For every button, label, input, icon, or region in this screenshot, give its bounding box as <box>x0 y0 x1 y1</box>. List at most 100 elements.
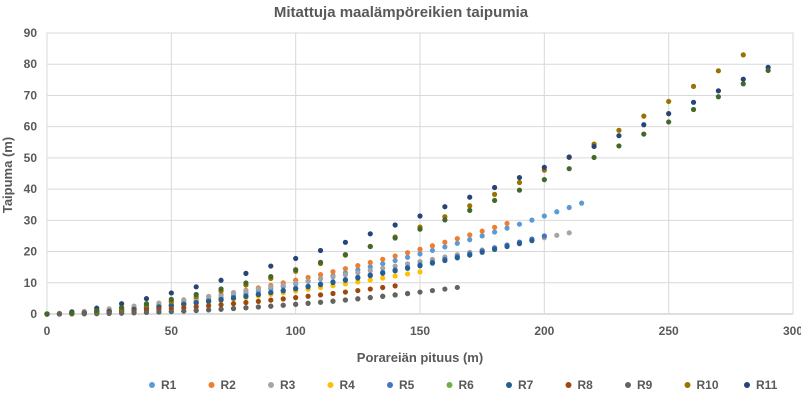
legend-marker <box>149 382 155 388</box>
data-point <box>206 307 212 313</box>
x-tick-label: 250 <box>659 324 679 338</box>
data-point <box>541 177 547 183</box>
data-point <box>330 279 336 286</box>
y-axis-label: Taipuma (m) <box>0 137 15 213</box>
data-point <box>566 230 572 236</box>
data-point <box>342 239 348 245</box>
axes: 0 10 20 30 40 50 60 70 80 90 0 50 100 150 200 250 300 <box>24 26 801 338</box>
data-point <box>131 310 137 316</box>
data-point <box>454 255 460 261</box>
data-point <box>392 273 398 279</box>
data-point <box>380 275 386 281</box>
data-point <box>392 253 398 259</box>
data-point <box>243 299 249 306</box>
x-tick-label: 0 <box>44 324 51 338</box>
data-point <box>367 231 373 237</box>
data-point <box>317 247 324 254</box>
data-point <box>516 179 523 186</box>
data-point <box>467 203 473 209</box>
data-point <box>94 308 100 314</box>
y-tick-label: 70 <box>24 88 38 102</box>
data-point <box>666 111 672 117</box>
data-point <box>367 286 373 292</box>
data-point <box>367 273 373 279</box>
data-point <box>666 98 672 105</box>
series-R1 <box>44 200 585 317</box>
data-point <box>740 52 746 58</box>
data-point <box>566 204 572 211</box>
legend-item-R4: R4 <box>327 378 355 392</box>
data-point <box>230 295 237 301</box>
data-point <box>168 296 174 302</box>
data-point <box>143 301 150 307</box>
data-point <box>467 237 473 243</box>
data-point <box>740 81 746 87</box>
data-point <box>380 261 386 267</box>
legend-label: R10 <box>697 378 719 392</box>
data-point <box>206 303 212 309</box>
x-tick-label: 200 <box>534 324 554 338</box>
series-R12 <box>44 67 771 317</box>
legend-marker <box>625 382 631 388</box>
data-point <box>529 238 535 244</box>
x-tick-label: 150 <box>410 324 430 338</box>
legend-marker <box>327 382 334 388</box>
data-point <box>404 254 411 260</box>
data-point <box>641 113 647 119</box>
data-point <box>69 310 75 316</box>
data-point <box>280 302 286 308</box>
data-point <box>442 244 448 250</box>
legend-marker <box>506 382 512 388</box>
data-point <box>417 251 423 257</box>
data-point <box>417 213 423 219</box>
data-point <box>181 308 187 314</box>
data-point <box>193 307 199 314</box>
data-point <box>404 271 411 277</box>
y-tick-label: 10 <box>24 276 38 290</box>
legend-label: R11 <box>756 378 778 392</box>
data-point <box>367 264 373 270</box>
data-point <box>305 274 311 281</box>
data-point <box>380 265 386 271</box>
legend-label: R9 <box>637 378 653 392</box>
data-point <box>355 263 361 269</box>
data-point <box>255 286 261 292</box>
data-point <box>44 311 50 317</box>
data-point <box>355 279 361 285</box>
data-point <box>715 94 722 100</box>
data-point <box>243 270 249 276</box>
data-point <box>765 67 771 74</box>
data-point <box>467 207 473 213</box>
data-point <box>218 302 224 308</box>
data-point <box>492 191 498 197</box>
data-point <box>255 304 261 310</box>
data-point <box>293 286 299 292</box>
data-point <box>193 291 199 298</box>
data-point <box>591 143 597 150</box>
data-point <box>193 300 199 306</box>
x-tick-label: 100 <box>286 324 306 338</box>
data-point <box>504 225 510 231</box>
data-point <box>479 249 485 255</box>
data-point <box>429 247 436 254</box>
data-point <box>317 282 324 288</box>
data-point <box>106 310 112 316</box>
legend-marker <box>208 382 215 388</box>
data-point <box>541 213 547 219</box>
data-point <box>479 228 485 234</box>
data-point <box>442 239 448 245</box>
data-point <box>81 311 87 317</box>
data-point <box>504 243 510 250</box>
data-point <box>616 127 622 133</box>
legend-label: R7 <box>518 378 534 392</box>
data-point <box>579 200 585 206</box>
data-point <box>243 293 249 299</box>
x-tick-label: 300 <box>783 324 801 338</box>
data-point <box>554 232 560 238</box>
data-point <box>255 298 261 304</box>
legend: R1R2R3R4R5R6R7R8R9R10R11R12 <box>149 378 778 392</box>
data-point <box>143 296 150 302</box>
data-point <box>119 301 125 307</box>
data-point <box>380 256 386 262</box>
